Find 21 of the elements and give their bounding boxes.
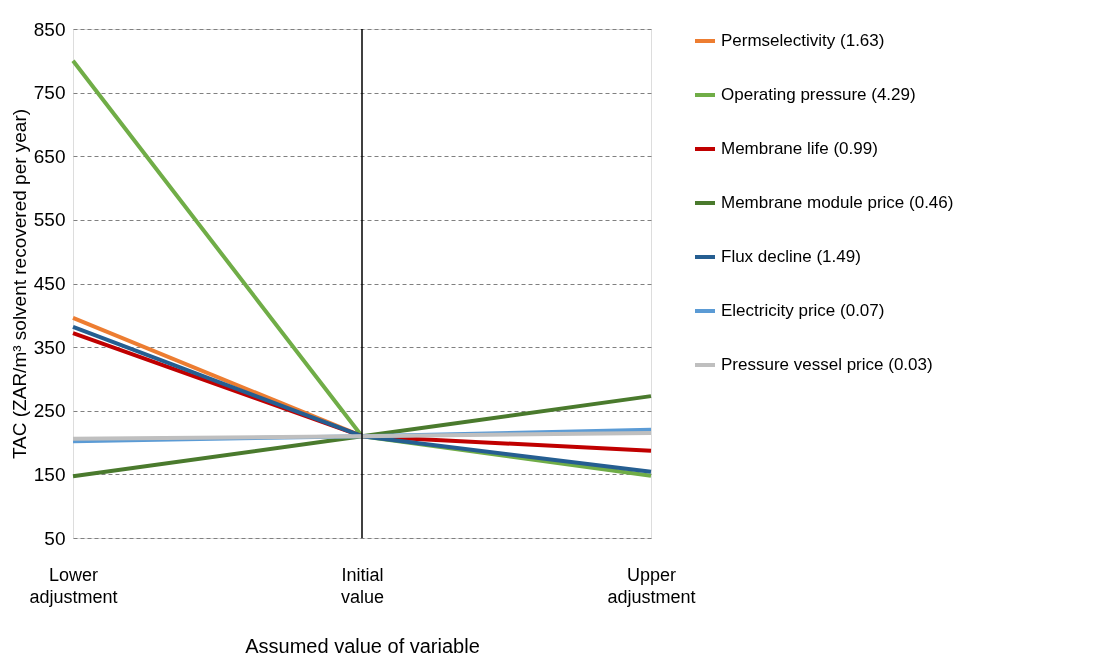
x-tick-label: Lower adjustment <box>29 564 118 607</box>
legend-label: Pressure vessel price (0.03) <box>721 355 933 374</box>
legend-label: Permselectivity (1.63) <box>721 31 885 50</box>
y-tick-label: 150 <box>33 463 66 485</box>
y-tick-label: 350 <box>33 336 66 358</box>
y-tick-label: 550 <box>33 209 66 231</box>
y-tick-label: 750 <box>33 82 66 104</box>
y-tick-label: 50 <box>44 527 66 549</box>
y-tick-label: 850 <box>33 18 66 40</box>
x-tick-label: Upper adjustment <box>607 564 696 607</box>
y-tick-label: 450 <box>33 273 66 294</box>
legend-label: Membrane life (0.99) <box>721 139 878 158</box>
legend-label: Membrane module price (0.46) <box>721 193 954 212</box>
y-tick-label: 250 <box>33 400 66 422</box>
x-axis-title: Assumed value of variable <box>245 634 480 657</box>
legend-label: Flux decline (1.49) <box>721 247 861 266</box>
legend-label: Electricity price (0.07) <box>721 301 885 320</box>
y-tick-label: 650 <box>33 145 66 167</box>
x-tick-label: Initial value <box>340 564 385 607</box>
legend-label: Operating pressure (4.29) <box>721 85 916 104</box>
y-axis-title: TAC (ZAR/m³ solvent recovered per year) <box>8 108 30 460</box>
